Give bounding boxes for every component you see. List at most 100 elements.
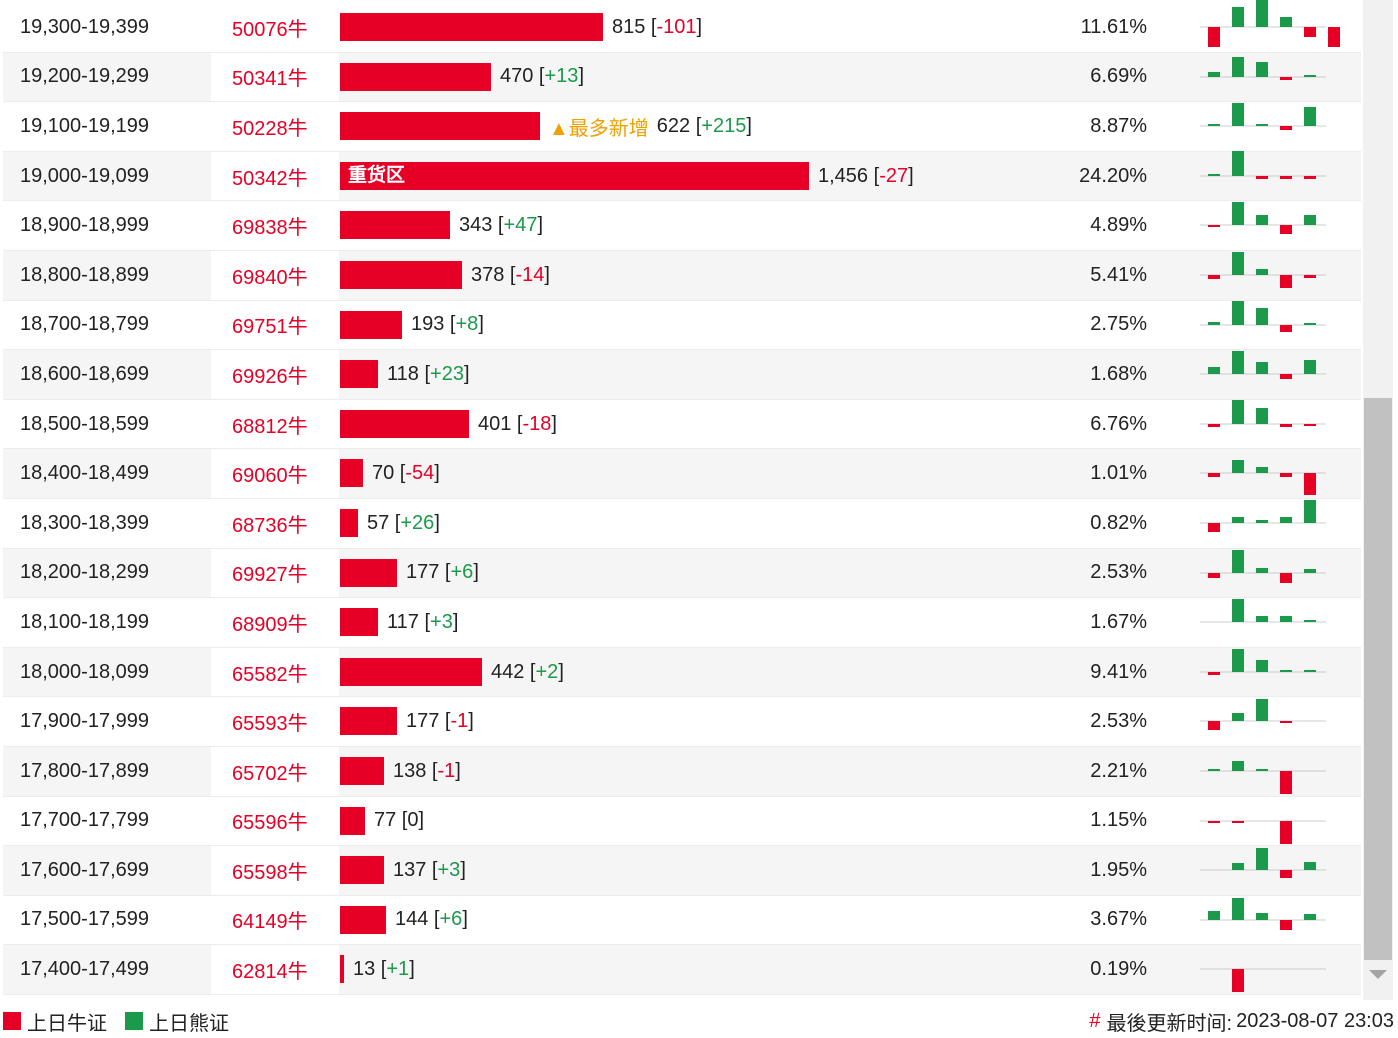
table-row[interactable]: 18,000-18,099 65582牛 442 [+2] 9.41% (3, 647, 1361, 698)
price-range: 18,500-18,599 (20, 412, 150, 435)
volume-change: +2 (535, 660, 559, 683)
table-row[interactable]: 19,300-19,399 50076牛 815 [-101] 11.61% (3, 0, 1361, 53)
volume-info: 1,456 [-27] (818, 164, 914, 187)
table-row[interactable]: 18,700-18,799 69751牛 193 [+8] 2.75% (3, 300, 1361, 351)
percentage: 6.69% (1090, 65, 1147, 88)
warrant-code-link[interactable]: 69927牛 (232, 564, 308, 587)
table-row[interactable]: 18,800-18,899 69840牛 378 [-14] 5.41% (3, 250, 1361, 301)
percentage: 1.01% (1090, 462, 1147, 485)
volume-info: 118 [+23] (387, 362, 470, 385)
warrant-code-link[interactable]: 69060牛 (232, 465, 308, 488)
warrant-code-link[interactable]: 50342牛 (232, 167, 308, 190)
scrollbar-thumb[interactable] (1364, 398, 1392, 960)
price-range: 19,000-19,099 (20, 164, 150, 187)
warrant-code-link[interactable]: 68812牛 (232, 415, 308, 438)
warrant-code-cell: 68909牛 (211, 598, 339, 647)
volume-bar (340, 161, 809, 190)
sparkline-bar (1280, 721, 1292, 724)
volume-bar-cell: 343 [+47] (340, 201, 1040, 250)
warrant-code-link[interactable]: 65596牛 (232, 812, 308, 835)
sparkline-bar (1304, 423, 1316, 426)
legend-item-bull: 上日牛证 (3, 1007, 107, 1036)
sparkline-bar (1280, 17, 1292, 27)
warrant-code-link[interactable]: 69840牛 (232, 266, 308, 289)
sparkline-bar (1208, 225, 1220, 228)
volume-bar-cell: 470 [+13] (340, 53, 1040, 102)
warrant-code-link[interactable]: 68909牛 (232, 613, 308, 636)
sparkline-bar (1232, 599, 1244, 623)
last-updated: # 最後更新时间: 2023-08-07 23:03 (1089, 1008, 1394, 1035)
sparkline-bar (1232, 202, 1244, 226)
price-range: 18,700-18,799 (20, 313, 150, 336)
price-range: 19,300-19,399 (20, 15, 150, 38)
sparkline-bar (1280, 324, 1292, 332)
table-row[interactable]: 17,500-17,599 64149牛 144 [+6] 3.67% (3, 896, 1361, 946)
price-range: 17,600-17,699 (20, 858, 150, 881)
table-row[interactable]: 19,200-19,299 50341牛 470 [+13] 6.69% (3, 52, 1361, 103)
history-sparkline (1196, 797, 1326, 846)
history-sparkline (1196, 945, 1326, 994)
table-row[interactable]: 18,400-18,499 69060牛 70 [-54] 1.01% (3, 449, 1361, 499)
table-row[interactable]: 18,600-18,699 69926牛 118 [+23] 1.68% (3, 350, 1361, 400)
volume-change: +23 (430, 362, 464, 385)
price-range: 19,100-19,199 (20, 114, 150, 137)
table-row[interactable]: 18,200-18,299 69927牛 177 [+6] 2.53% (3, 548, 1361, 599)
table-row[interactable]: 18,300-18,399 68736牛 57 [+26] 0.82% (3, 499, 1361, 549)
sparkline-bar (1232, 56, 1244, 77)
volume-bar-cell: 70 [-54] (340, 449, 1040, 498)
warrant-code-link[interactable]: 50341牛 (232, 68, 308, 91)
table-row[interactable]: 17,800-17,899 65702牛 138 [-1] 2.21% (3, 746, 1361, 797)
sparkline-bar (1256, 0, 1268, 27)
warrant-code-link[interactable]: 65598牛 (232, 861, 308, 884)
warrant-code-link[interactable]: 64149牛 (232, 911, 308, 934)
volume-bar-cell: 401 [-18] (340, 400, 1040, 449)
warrant-code-link[interactable]: 69838牛 (232, 217, 308, 240)
warrant-code-link[interactable]: 65582牛 (232, 663, 308, 686)
sparkline-bar (1232, 351, 1244, 375)
table-row[interactable]: 18,900-18,999 69838牛 343 [+47] 4.89% (3, 201, 1361, 251)
sparkline-bar (1232, 7, 1244, 27)
volume-bar-cell: 117 [+3] (340, 598, 1040, 647)
table-row[interactable]: 19,000-19,099 50342牛 重货区 1,456 [-27] 24.20% (3, 150, 1361, 202)
table-row[interactable]: 17,600-17,699 65598牛 137 [+3] 1.95% (3, 846, 1361, 896)
warrant-code-link[interactable]: 69751牛 (232, 316, 308, 339)
sparkline-bar (1208, 124, 1220, 127)
scrollbar[interactable] (1363, 0, 1393, 1000)
warrant-code-link[interactable]: 65593牛 (232, 713, 308, 736)
history-sparkline (1196, 449, 1326, 498)
history-sparkline (1196, 0, 1340, 52)
scroll-down-arrow-icon[interactable] (1369, 970, 1387, 979)
volume-count: 470 (500, 65, 534, 88)
warrant-code-link[interactable]: 68736牛 (232, 514, 308, 537)
warrant-code-link[interactable]: 62814牛 (232, 961, 308, 984)
warrant-code-link[interactable]: 69926牛 (232, 365, 308, 388)
volume-bar (340, 459, 363, 488)
volume-count: 378 (471, 263, 505, 286)
volume-count: 70 (372, 462, 395, 485)
volume-change: +3 (430, 610, 453, 633)
table-row[interactable]: 17,700-17,799 65596牛 77 [0] 1.15% (3, 797, 1361, 847)
warrant-code-cell: 65598牛 (211, 846, 339, 895)
volume-count: 442 (491, 660, 525, 683)
volume-change: +6 (450, 561, 474, 584)
price-range: 17,500-17,599 (20, 908, 150, 931)
table-row[interactable]: 18,500-18,599 68812牛 401 [-18] 6.76% (3, 399, 1361, 450)
warrant-code-link[interactable]: 50076牛 (232, 18, 308, 41)
history-sparkline (1196, 53, 1326, 102)
history-sparkline (1196, 201, 1326, 250)
table-row[interactable]: 17,900-17,999 65593牛 177 [-1] 2.53% (3, 697, 1361, 747)
volume-count: 57 (367, 511, 390, 534)
legend: 上日牛证 上日熊证 (3, 1007, 247, 1036)
warrant-code-link[interactable]: 65702牛 (232, 762, 308, 785)
sparkline-bar (1256, 175, 1268, 179)
sparkline-bar (1232, 648, 1244, 672)
table-row[interactable]: 19,100-19,199 50228牛 ▲最多新增 622 [+215] 8.87% (3, 102, 1361, 152)
table-row[interactable]: 17,400-17,499 62814牛 13 [+1] 0.19% (3, 945, 1361, 995)
warrant-code-link[interactable]: 50228牛 (232, 117, 308, 140)
sparkline-bar (1208, 820, 1220, 823)
volume-change: +1 (386, 958, 410, 981)
sparkline-bar (1208, 274, 1220, 279)
table-row[interactable]: 18,100-18,199 68909牛 117 [+3] 1.67% (3, 598, 1361, 648)
volume-count: 622 (656, 114, 691, 137)
legend-item-bear: 上日熊证 (125, 1007, 229, 1036)
